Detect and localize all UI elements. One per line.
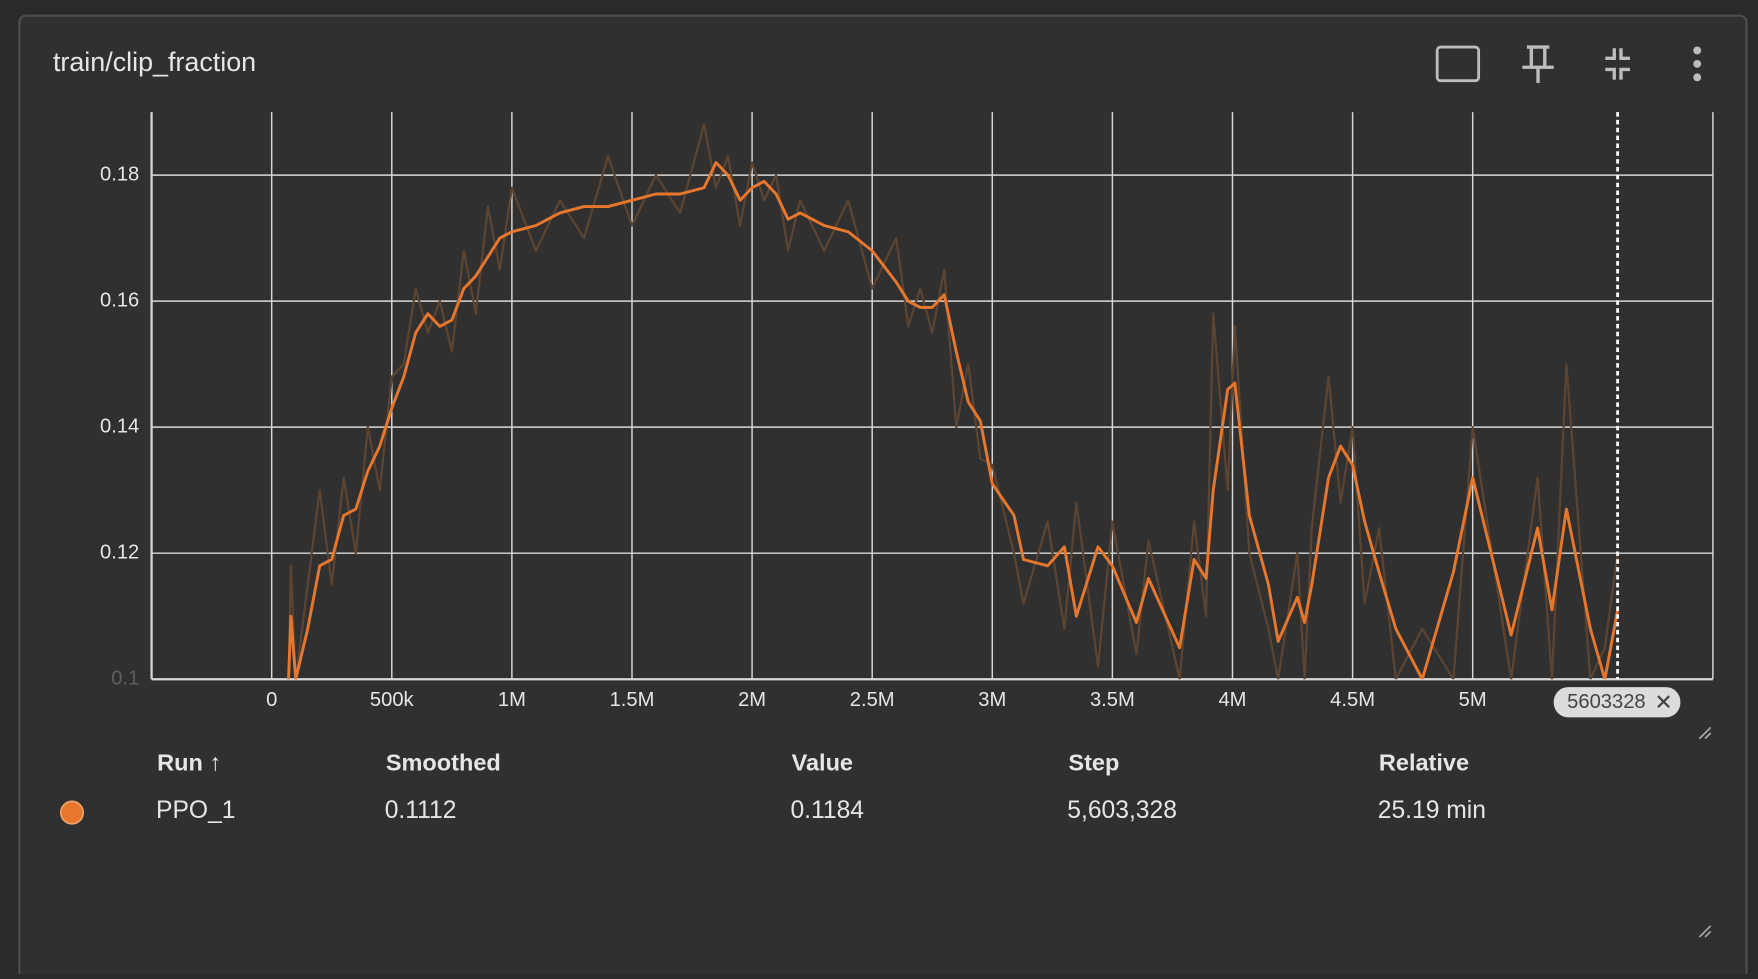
resize-handle[interactable] bbox=[1698, 726, 1712, 740]
x-tick-label: 4.5M bbox=[1330, 689, 1375, 711]
x-tick-label: 5M bbox=[1459, 689, 1487, 711]
menu-icon[interactable] bbox=[1693, 46, 1702, 82]
pin-icon[interactable] bbox=[1522, 45, 1554, 83]
x-tick-label: 1M bbox=[498, 689, 526, 711]
series-line bbox=[287, 123, 1619, 680]
cursor-step-label: 5603328 bbox=[1567, 691, 1645, 713]
collapse-icon[interactable] bbox=[1605, 48, 1630, 80]
column-header[interactable]: Smoothed bbox=[386, 750, 501, 776]
x-tick-label: 1.5M bbox=[610, 689, 655, 711]
y-tick-label: 0.12 bbox=[100, 542, 139, 564]
fit-icon[interactable] bbox=[1435, 45, 1481, 83]
card-title: train/clip_fraction bbox=[53, 47, 256, 77]
column-header[interactable]: Run ↑ bbox=[157, 750, 221, 776]
x-tick-label: 500k bbox=[370, 689, 415, 711]
y-tick-label: 0.1 bbox=[111, 668, 139, 690]
table-cell: 25.19 min bbox=[1378, 797, 1486, 824]
cursor-close[interactable] bbox=[1657, 695, 1670, 709]
x-tick-label: 3M bbox=[978, 689, 1006, 711]
data-table: Run ↑ Smoothed Value Step Relative PPO_1 0.111… bbox=[59, 750, 1486, 825]
x-tick-label: 2M bbox=[738, 689, 766, 711]
series-line bbox=[287, 161, 1620, 680]
cursor-chip[interactable] bbox=[1553, 687, 1681, 718]
resize-handle[interactable] bbox=[1698, 925, 1712, 938]
x-tick-label: 0 bbox=[266, 689, 277, 711]
column-header[interactable]: Value bbox=[792, 750, 853, 776]
y-tick-label: 0.16 bbox=[100, 289, 139, 311]
x-tick-label: 2.5M bbox=[850, 689, 895, 711]
y-tick-label: 0.14 bbox=[100, 415, 139, 437]
table-cell: 0.1112 bbox=[385, 797, 457, 824]
x-tick-label: 4M bbox=[1218, 689, 1246, 711]
run-color-dot bbox=[59, 800, 85, 825]
table-cell: 0.1184 bbox=[790, 797, 864, 824]
y-tick-label: 0.18 bbox=[100, 163, 139, 185]
column-header[interactable]: Step bbox=[1068, 750, 1119, 776]
table-cell: PPO_1 bbox=[156, 797, 235, 824]
card bbox=[18, 14, 1748, 979]
table-cell: 5,603,328 bbox=[1067, 797, 1177, 824]
column-header[interactable]: Relative bbox=[1379, 750, 1469, 776]
plot: 0.1 0.12 0.14 0.16 0.18 0 500k 1M 1.5M 2M 2.5M 3M 3.… bbox=[100, 112, 1714, 718]
x-tick-label: 3.5M bbox=[1090, 689, 1135, 711]
